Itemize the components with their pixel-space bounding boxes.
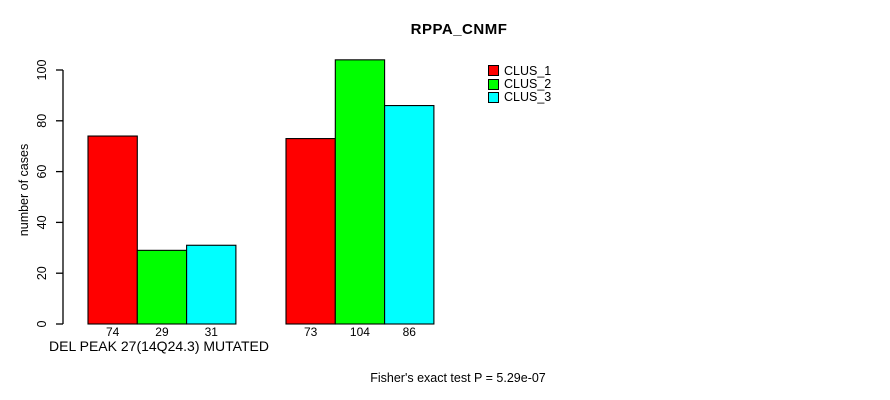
y-axis-tick-label: 80 — [35, 114, 49, 128]
legend: CLUS_1 CLUS_2 CLUS_3 — [488, 64, 551, 104]
bar-clus_2-group2 — [334, 59, 386, 325]
legend-item-clus2: CLUS_2 — [488, 77, 552, 92]
bar-clus_3-group1 — [186, 244, 237, 325]
y-axis-tick-label: 40 — [35, 215, 49, 229]
legend-swatch-clus1-icon — [488, 65, 499, 77]
legend-label-clus2: CLUS_2 — [504, 77, 552, 92]
y-axis-tick-label: 100 — [35, 60, 49, 81]
legend-label-clus1: CLUS_1 — [504, 63, 552, 78]
bar-clus_1-group1 — [87, 135, 138, 325]
legend-swatch-clus3-icon — [488, 91, 499, 103]
bar-value-label: 31 — [205, 325, 219, 339]
bar-clus_3-group2 — [384, 105, 435, 325]
fisher-test-annotation: Fisher's exact test P = 5.29e-07 — [370, 371, 546, 385]
legend-label-clus3: CLUS_3 — [504, 90, 552, 105]
x-axis-group-label: DEL PEAK 27(14Q24.3) MUTATED — [49, 338, 269, 354]
y-axis-tick-label: 0 — [35, 320, 49, 327]
bar-clus_1-group2 — [285, 138, 336, 325]
y-axis-tick-label: 60 — [35, 165, 49, 179]
bar-value-label: 86 — [403, 325, 417, 339]
bar-clus_2-group1 — [136, 249, 188, 325]
bar-value-label: 104 — [350, 325, 370, 339]
legend-item-clus1: CLUS_1 — [488, 63, 552, 78]
chart-title: RPPA_CNMF — [410, 21, 508, 38]
legend-swatch-clus2-icon — [488, 78, 499, 90]
y-axis-label: number of cases — [17, 143, 31, 237]
bar-value-label: 74 — [106, 325, 120, 339]
bar-value-label: 29 — [155, 325, 169, 339]
bar-value-label: 73 — [304, 325, 318, 339]
legend-item-clus3: CLUS_3 — [488, 90, 552, 105]
y-axis-tick-label: 20 — [35, 266, 49, 280]
